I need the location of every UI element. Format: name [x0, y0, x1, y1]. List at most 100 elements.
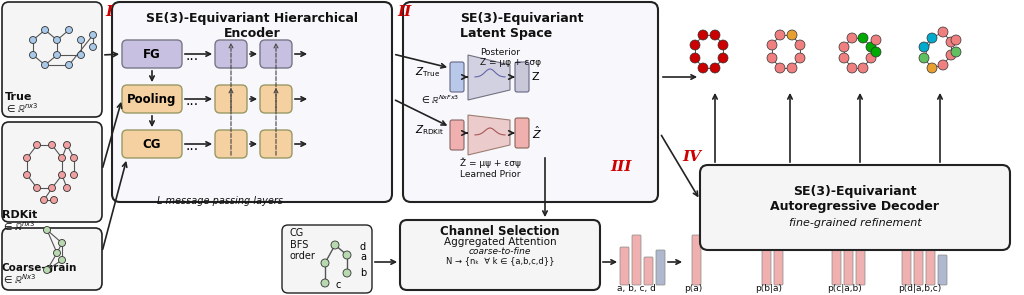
- Text: c: c: [335, 280, 340, 290]
- Circle shape: [866, 53, 876, 63]
- Circle shape: [690, 40, 700, 50]
- Circle shape: [43, 266, 50, 273]
- Text: IV: IV: [682, 150, 701, 164]
- Text: SE(3)-Equivariant
Autoregressive Decoder: SE(3)-Equivariant Autoregressive Decoder: [770, 185, 939, 213]
- Text: I: I: [105, 5, 112, 19]
- FancyBboxPatch shape: [774, 225, 783, 285]
- Circle shape: [43, 227, 50, 234]
- Circle shape: [690, 53, 700, 63]
- Circle shape: [787, 63, 797, 73]
- Text: Channel Selection: Channel Selection: [440, 225, 560, 238]
- FancyBboxPatch shape: [844, 233, 853, 285]
- Circle shape: [58, 155, 66, 161]
- Circle shape: [775, 63, 785, 73]
- Circle shape: [839, 42, 849, 52]
- FancyBboxPatch shape: [122, 40, 182, 68]
- Text: fine-grained refinement: fine-grained refinement: [788, 218, 922, 228]
- Text: Ž = μψ + εσψ
Learned Prior: Ž = μψ + εσψ Learned Prior: [460, 158, 521, 179]
- Text: RDKit: RDKit: [2, 210, 37, 220]
- Text: p(d|a,b,c): p(d|a,b,c): [898, 284, 942, 293]
- Text: $\in\mathbb{R}^{nx3}$: $\in\mathbb{R}^{nx3}$: [5, 101, 39, 115]
- Text: p(c|a,b): p(c|a,b): [827, 284, 862, 293]
- Polygon shape: [468, 55, 510, 100]
- FancyBboxPatch shape: [644, 257, 653, 285]
- Circle shape: [951, 35, 961, 45]
- Text: ...: ...: [185, 139, 199, 153]
- Text: coarse-to-fine: coarse-to-fine: [469, 247, 531, 256]
- Circle shape: [795, 53, 805, 63]
- Circle shape: [871, 47, 881, 57]
- Text: $Z_{\rm RDKit}$: $Z_{\rm RDKit}$: [415, 123, 444, 137]
- Circle shape: [795, 40, 805, 50]
- Circle shape: [698, 30, 708, 40]
- Circle shape: [839, 53, 849, 63]
- Circle shape: [946, 37, 956, 47]
- FancyBboxPatch shape: [215, 85, 247, 113]
- Circle shape: [767, 40, 777, 50]
- FancyBboxPatch shape: [515, 118, 529, 148]
- Circle shape: [53, 250, 60, 256]
- Circle shape: [946, 50, 956, 60]
- Text: Coarse-grain: Coarse-grain: [2, 263, 78, 273]
- FancyBboxPatch shape: [2, 122, 102, 222]
- FancyBboxPatch shape: [620, 247, 629, 285]
- Circle shape: [63, 142, 71, 148]
- Circle shape: [66, 61, 73, 68]
- FancyBboxPatch shape: [831, 247, 841, 285]
- Text: p(b|a): p(b|a): [756, 284, 782, 293]
- Circle shape: [871, 35, 881, 45]
- Circle shape: [48, 142, 55, 148]
- Circle shape: [710, 63, 720, 73]
- FancyBboxPatch shape: [260, 40, 292, 68]
- FancyBboxPatch shape: [260, 85, 292, 113]
- Text: II: II: [397, 5, 412, 19]
- Circle shape: [951, 47, 961, 57]
- FancyBboxPatch shape: [926, 245, 935, 285]
- Circle shape: [78, 52, 85, 58]
- Circle shape: [927, 63, 937, 73]
- Circle shape: [718, 40, 728, 50]
- Circle shape: [34, 142, 41, 148]
- Circle shape: [48, 184, 55, 191]
- Text: FG: FG: [143, 47, 161, 60]
- Text: $\hat{Z}$: $\hat{Z}$: [532, 125, 542, 141]
- Circle shape: [919, 42, 929, 52]
- Text: L message passing layers: L message passing layers: [157, 196, 283, 206]
- FancyBboxPatch shape: [632, 235, 641, 285]
- FancyBboxPatch shape: [122, 85, 182, 113]
- Circle shape: [938, 27, 948, 37]
- Text: a, b, c, d: a, b, c, d: [616, 284, 655, 293]
- Text: True: True: [5, 92, 33, 102]
- Text: b: b: [360, 268, 367, 278]
- FancyBboxPatch shape: [122, 130, 182, 158]
- FancyBboxPatch shape: [215, 40, 247, 68]
- FancyBboxPatch shape: [450, 120, 464, 150]
- Circle shape: [858, 33, 868, 43]
- Circle shape: [321, 279, 329, 287]
- Text: $\in\mathbb{R}^{NxFx3}$: $\in\mathbb{R}^{NxFx3}$: [420, 94, 460, 106]
- FancyBboxPatch shape: [902, 250, 911, 285]
- FancyBboxPatch shape: [400, 220, 600, 290]
- Circle shape: [53, 37, 60, 43]
- FancyBboxPatch shape: [2, 2, 102, 117]
- Text: ...: ...: [185, 94, 199, 108]
- Text: p(a): p(a): [684, 284, 702, 293]
- Circle shape: [767, 53, 777, 63]
- Polygon shape: [468, 115, 510, 155]
- Text: SE(3)-Equivariant Hierarchical
Encoder: SE(3)-Equivariant Hierarchical Encoder: [146, 12, 358, 40]
- FancyBboxPatch shape: [403, 2, 658, 202]
- Text: a: a: [360, 252, 366, 262]
- Circle shape: [63, 184, 71, 191]
- Circle shape: [71, 171, 78, 178]
- Circle shape: [41, 196, 47, 204]
- Circle shape: [50, 196, 57, 204]
- Circle shape: [938, 60, 948, 70]
- FancyBboxPatch shape: [515, 62, 529, 92]
- Text: CG: CG: [142, 137, 161, 150]
- Text: Z: Z: [532, 72, 540, 82]
- FancyBboxPatch shape: [856, 243, 865, 285]
- Circle shape: [58, 171, 66, 178]
- FancyBboxPatch shape: [656, 250, 665, 285]
- Circle shape: [927, 33, 937, 43]
- Circle shape: [775, 30, 785, 40]
